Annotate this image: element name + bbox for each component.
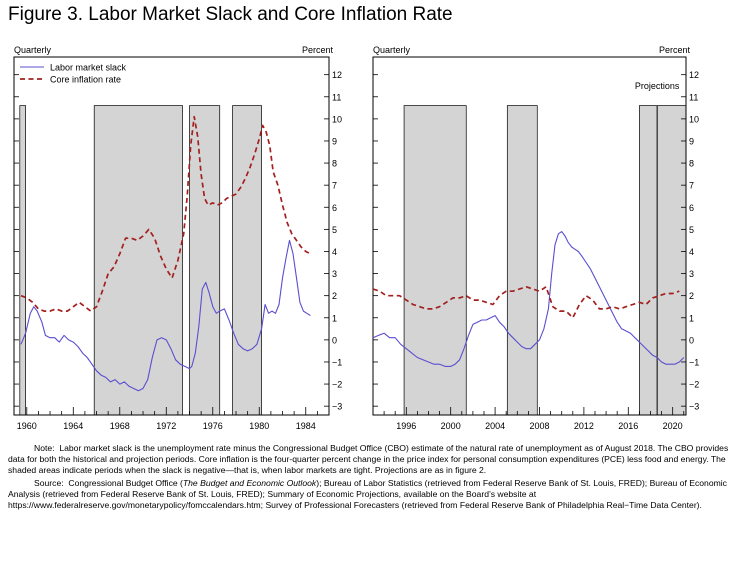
y-tick-label: 10 (689, 114, 699, 124)
shaded-period (506, 105, 538, 416)
y-tick-label: 5 (332, 225, 337, 235)
y-tick-label: 4 (332, 247, 337, 257)
x-tick-label: 2000 (441, 421, 461, 431)
x-tick-label: 1960 (17, 421, 37, 431)
x-tick-label: 1980 (249, 421, 269, 431)
figure-title: Figure 3. Labor Market Slack and Core In… (8, 4, 453, 25)
y-tick-label: 12 (332, 70, 342, 80)
x-tick-label: 1984 (296, 421, 316, 431)
y-tick-label: 1 (689, 313, 694, 323)
y-tick-label: 7 (689, 181, 694, 191)
y-tick-label: 9 (332, 136, 337, 146)
figure-notes: Note: Labor market slack is the unemploy… (8, 443, 730, 512)
y-tick-label: −1 (332, 357, 342, 367)
frequency-label: Quarterly (373, 45, 411, 55)
x-tick-label: 1976 (203, 421, 223, 431)
labor-slack-line (20, 239, 311, 392)
y-tick-label: −1 (689, 357, 699, 367)
core-inflation-line (372, 285, 680, 319)
y-tick-label: −3 (689, 402, 699, 412)
y-tick-label: −2 (689, 380, 699, 390)
source-text-italic: The Budget and Economic Outlook (182, 478, 317, 489)
y-tick-label: 7 (332, 181, 337, 191)
y-tick-label: 3 (689, 269, 694, 279)
source-text-pre: Congressional Budget Office ( (68, 478, 183, 489)
legend-label: Core inflation rate (50, 75, 121, 85)
frequency-label: Quarterly (14, 45, 52, 55)
y-tick-label: 2 (689, 291, 694, 301)
note-label: Note: (34, 443, 55, 453)
y-tick-label: 0 (689, 335, 694, 345)
y-tick-label: 8 (332, 159, 337, 169)
note-paragraph: Note: Labor market slack is the unemploy… (8, 443, 730, 476)
unit-label: Percent (659, 45, 691, 55)
shaded-period (189, 105, 221, 416)
x-tick-label: 1968 (110, 421, 130, 431)
y-tick-label: 6 (689, 203, 694, 213)
y-tick-label: 9 (689, 136, 694, 146)
y-tick-label: 12 (689, 70, 699, 80)
unit-label: Percent (302, 45, 334, 55)
y-tick-label: 4 (689, 247, 694, 257)
x-tick-label: 1996 (396, 421, 416, 431)
source-paragraph: Source: Congressional Budget Office (The… (8, 478, 730, 511)
projection-label: Projections (635, 81, 680, 91)
y-tick-label: 6 (332, 203, 337, 213)
shaded-period (93, 105, 183, 416)
source-text-post: ); Bureau of Labor Statistics (retrieved… (8, 478, 727, 511)
shaded-period (232, 105, 262, 416)
y-tick-label: 3 (332, 269, 337, 279)
y-tick-label: −3 (332, 402, 342, 412)
labor-slack-line (372, 231, 685, 367)
y-tick-label: 11 (332, 92, 341, 102)
y-tick-label: 10 (332, 114, 342, 124)
y-tick-label: 0 (332, 335, 337, 345)
plot-frame (372, 56, 687, 416)
legend-label: Labor market slack (50, 63, 127, 73)
y-tick-label: 5 (689, 225, 694, 235)
shaded-period (639, 105, 687, 416)
note-text: Labor market slack is the unemployment r… (8, 443, 729, 476)
x-tick-label: 2016 (618, 421, 638, 431)
y-tick-label: 8 (689, 159, 694, 169)
y-tick-label: 2 (332, 291, 337, 301)
shaded-period (19, 105, 26, 416)
x-tick-label: 2012 (574, 421, 594, 431)
x-tick-label: 1972 (156, 421, 176, 431)
y-tick-label: 1 (332, 313, 337, 323)
x-tick-label: 2020 (663, 421, 683, 431)
plot-frame (13, 56, 330, 416)
y-tick-label: −2 (332, 380, 342, 390)
y-tick-label: 11 (689, 92, 698, 102)
x-tick-label: 2004 (485, 421, 505, 431)
x-tick-label: 1964 (63, 421, 83, 431)
source-label: Source: (34, 478, 64, 489)
x-tick-label: 2008 (529, 421, 549, 431)
shaded-period (403, 105, 467, 416)
